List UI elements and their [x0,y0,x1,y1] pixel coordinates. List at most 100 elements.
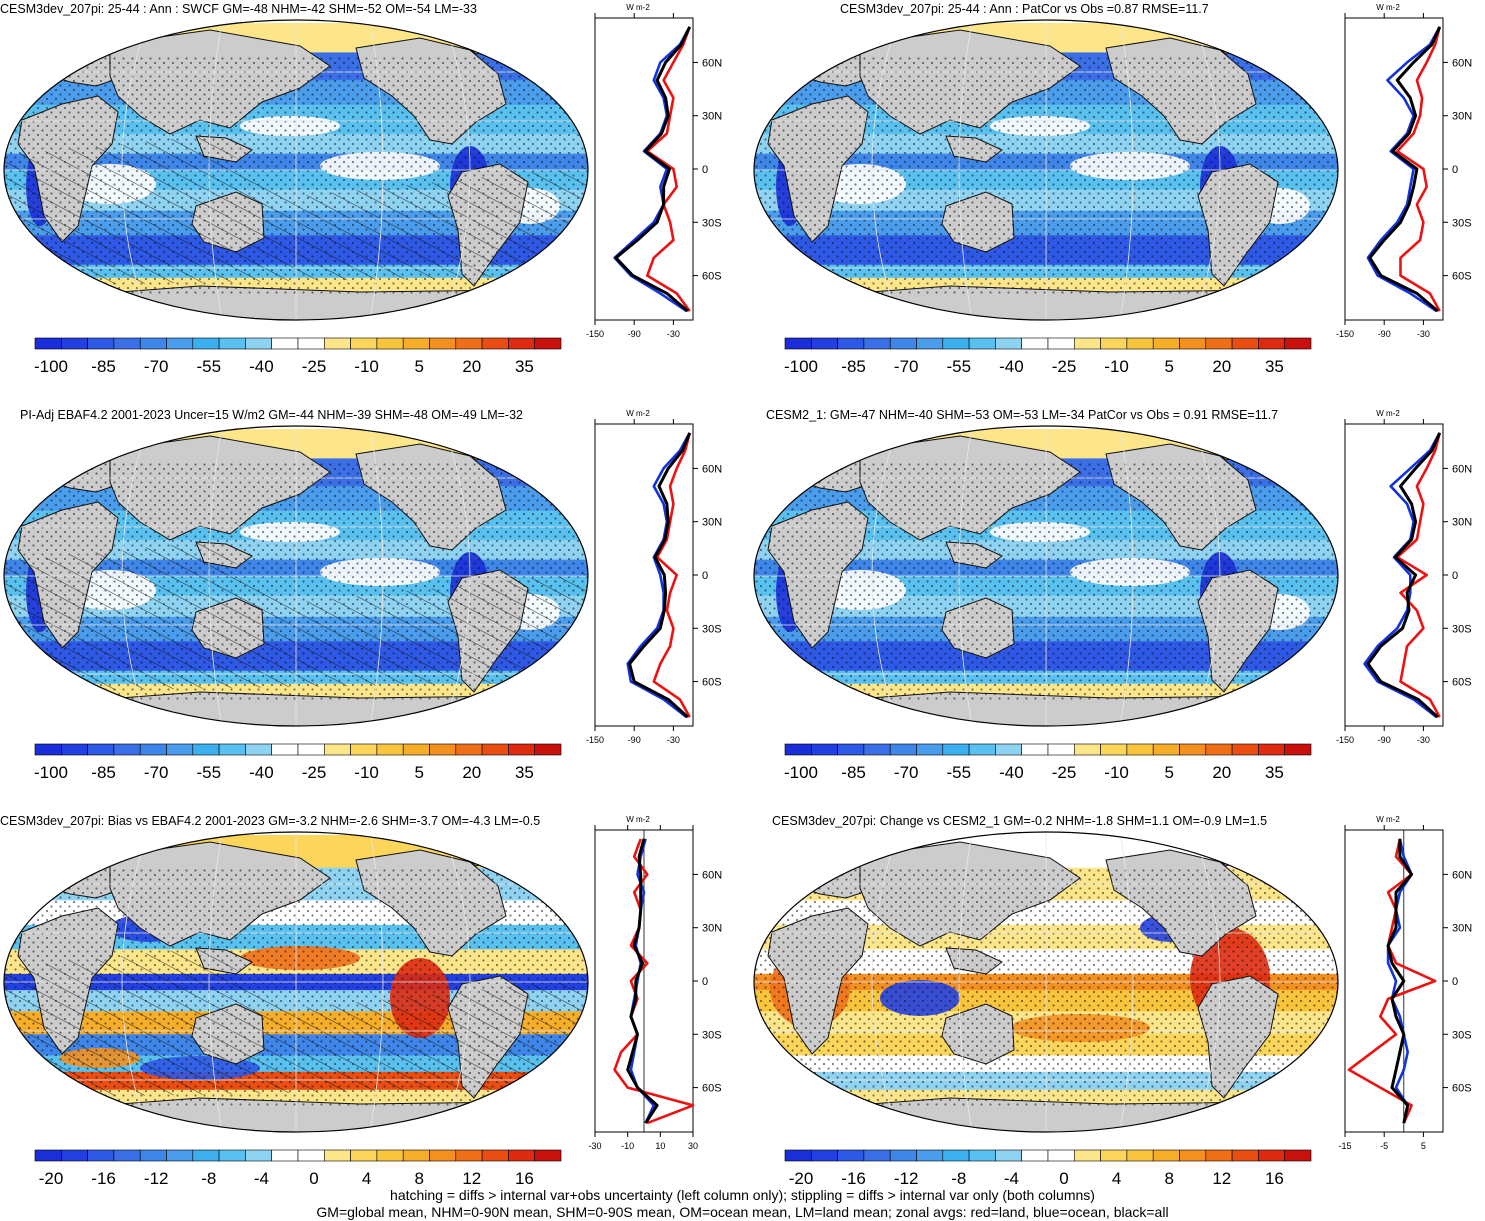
x-tick-label: -150 [1336,735,1354,745]
x-tick-label: -30 [1417,735,1430,745]
land-curve [1347,838,1437,1124]
lat-label: 60N [1452,463,1472,475]
graticule [4,832,588,1132]
unit-label: W m-2 [626,815,650,824]
x-tick-label: -10 [621,1141,634,1151]
colorbar-swatch [916,743,944,756]
x-tick-label: -150 [586,329,604,339]
ocean-curve [1366,26,1441,313]
colorbar-swatch [1021,1149,1049,1162]
colorbar-swatch [139,743,167,756]
colorbar-label: 4 [362,1169,371,1188]
colorbar-label: -20 [789,1169,814,1188]
land-curve [1396,432,1441,718]
colorbar-swatch [139,1149,167,1162]
colorbar-swatch [1047,743,1075,756]
colorbar-swatch [350,743,378,756]
zonal-mean-plot: W m-2 -150 -90 -30 60N 30N 0 30S 60S [586,409,722,745]
colorbar-swatch [60,1149,88,1162]
colorbar-swatch [1047,1149,1075,1162]
graticule [754,20,1338,320]
colorbar-swatch [297,337,325,350]
map-field [754,426,1338,726]
meridian [1119,20,1134,320]
colorbar-label: 35 [1265,763,1284,782]
colorbar-swatch [271,743,299,756]
footer-line-2: GM=global mean, NHM=0-90N mean, SHM=0-90… [316,1204,1169,1220]
colorbar-label: 5 [414,763,423,782]
zonal-plot-frame [594,423,694,727]
lat-label: 30S [1452,1029,1472,1041]
colorbar-swatch [350,337,378,350]
map-field [754,832,1338,1132]
colorbar-swatch [1258,1149,1285,1162]
map-border [3,831,589,1133]
colorbar-swatch [1021,743,1049,756]
all-curve [1386,838,1414,1124]
colorbar-swatch [916,1149,944,1162]
lat-label: 0 [702,976,708,988]
colorbar-swatch [245,337,272,350]
colorbar-label: 12 [1212,1169,1231,1188]
colorbar-swatch [942,337,970,350]
map-field [4,426,588,726]
colorbar: -20-16-12-8-4048121620 [34,1149,562,1188]
colorbar: -100-85-70-55-40-25-105203550 [34,743,562,782]
colorbar-swatch [402,743,430,756]
map-border [3,19,589,321]
land-curve [613,838,695,1125]
meridian [1193,426,1221,726]
meridian [208,832,223,1132]
colorbar-swatch [113,1149,141,1162]
lat-label: 30S [702,217,722,229]
colorbar-swatch [297,1149,325,1162]
colorbar-swatch [1152,743,1180,756]
colorbar-label: -25 [302,357,327,376]
colorbar-label: -20 [39,1169,64,1188]
colorbar-label: -8 [201,1169,216,1188]
meridian [208,426,223,726]
colorbar-label: 4 [1112,1169,1121,1188]
colorbar-label: 20 [1212,357,1231,376]
colorbar-label: 20 [1212,763,1231,782]
colorbar-label: 35 [1265,357,1284,376]
lat-label: 60N [702,869,722,881]
colorbar-swatch [481,743,509,756]
colorbar-swatch [508,1149,535,1162]
colorbar-swatch [1205,1149,1233,1162]
land-curve [646,26,691,312]
colorbar-swatch [810,743,838,756]
colorbar-swatch [1100,337,1128,350]
lat-label: 60N [702,57,722,69]
colorbar-swatch [481,337,509,350]
colorbar-swatch [942,743,970,756]
colorbar-swatch [1073,1149,1101,1162]
panel-title: CESM2_1: GM=-47 NHM=-40 SHM=-53 OM=-53 L… [766,408,1279,422]
panel-4: CESM3dev_207pi: Bias vs EBAF4.2 2001-202… [0,812,742,1217]
colorbar-swatch [429,337,457,350]
colorbar-label: 20 [462,357,481,376]
colorbar-swatch [1205,743,1233,756]
colorbar: -100-85-70-55-40-25-105203550 [34,337,562,376]
colorbar-swatch [995,337,1022,350]
colorbar-swatch [1231,337,1259,350]
colorbar-swatch [1231,1149,1259,1162]
unit-label: W m-2 [626,409,650,418]
colorbar-swatch [1152,337,1180,350]
colorbar-swatch [139,337,167,350]
x-tick-label: 30 [688,1141,698,1151]
colorbar-label: -85 [841,763,866,782]
colorbar-swatch [889,337,917,350]
colorbar-label: -70 [144,763,169,782]
colorbar: -100-85-70-55-40-25-105203550 [784,337,1312,376]
zonal-plot-frame [1344,17,1444,321]
lat-label: 0 [1452,976,1458,988]
x-tick-label: -15 [1338,1141,1351,1151]
colorbar-swatch [968,743,996,756]
colorbar-swatch [113,743,141,756]
meridian [369,426,384,726]
colorbar-swatch [1179,743,1207,756]
panel-3: CESM2_1: GM=-47 NHM=-40 SHM=-53 OM=-53 L… [750,406,1485,811]
colorbar-swatch [192,337,220,350]
lat-label: 60S [1452,1083,1472,1095]
